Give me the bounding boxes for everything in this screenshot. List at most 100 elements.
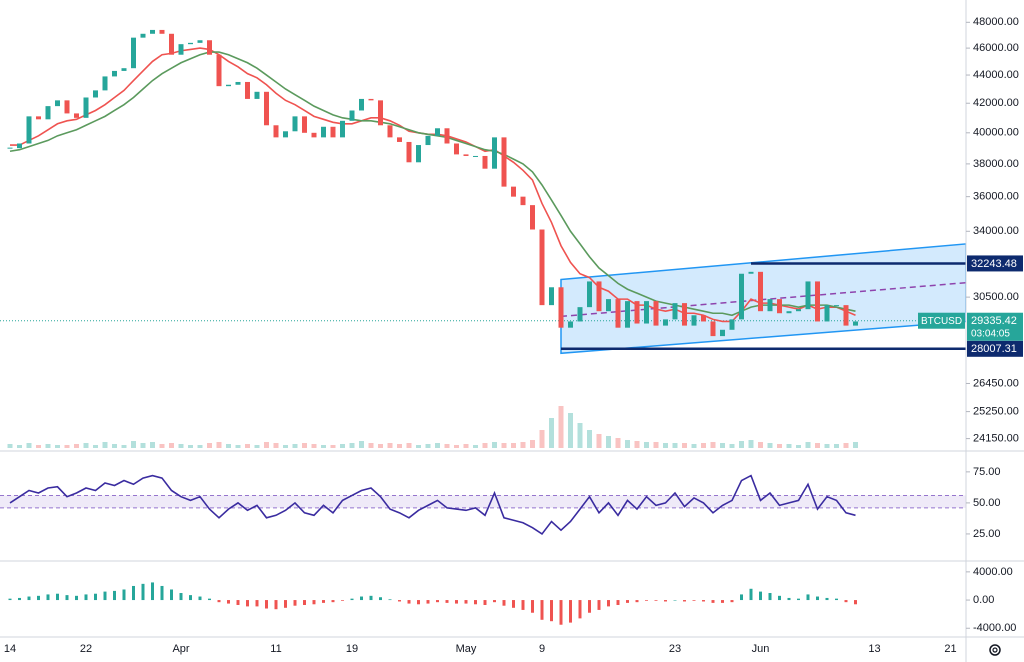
volume-bar — [340, 444, 345, 448]
candle — [387, 125, 393, 138]
candle — [454, 143, 459, 155]
candle — [64, 100, 70, 114]
candle — [273, 125, 279, 138]
histogram-bar — [170, 589, 173, 601]
histogram-bar — [445, 600, 449, 603]
volume-bar — [197, 445, 203, 448]
candle — [435, 128, 440, 136]
histogram-bar — [740, 594, 743, 601]
volume-bar — [644, 442, 649, 448]
volume-bar — [311, 444, 317, 448]
histogram-bar — [464, 600, 468, 604]
volume-bar — [843, 443, 849, 448]
x-tick-label: Apr — [172, 643, 189, 655]
volume-bar — [302, 443, 307, 448]
histogram-bar — [65, 595, 69, 601]
candle — [311, 132, 317, 138]
histogram-bar — [588, 600, 591, 613]
histogram-bar — [835, 598, 838, 601]
volume-bar — [501, 443, 507, 448]
volume-bar — [159, 444, 165, 448]
y-tick-label: -4000.00 — [973, 622, 1016, 634]
volume-bar — [634, 441, 640, 448]
histogram-bar — [246, 600, 249, 607]
histogram-bar — [265, 600, 268, 609]
settings-icon[interactable] — [989, 644, 1001, 656]
volume-bar — [691, 444, 697, 448]
volume-bar — [463, 444, 469, 448]
histogram-bar — [730, 600, 734, 603]
volume-bar — [406, 443, 412, 448]
candle — [558, 287, 564, 328]
candle — [245, 81, 250, 99]
candle — [292, 116, 298, 132]
candle — [340, 120, 345, 138]
candle — [302, 116, 307, 133]
candle — [824, 305, 830, 322]
candle — [663, 319, 668, 326]
histogram-bar — [151, 582, 154, 601]
candle — [596, 281, 602, 312]
candle — [102, 76, 108, 91]
moving-average — [9, 51, 856, 317]
last-price-box — [967, 312, 1023, 341]
histogram-bar — [407, 600, 411, 604]
histogram-bar — [483, 600, 487, 605]
volume-bar — [710, 442, 716, 448]
histogram-bar — [8, 598, 12, 601]
candle — [482, 155, 488, 169]
histogram-bar — [749, 588, 753, 601]
volume-bar — [492, 442, 497, 448]
candle — [444, 128, 450, 144]
volume-bar — [273, 443, 279, 448]
volume-bar — [777, 444, 782, 448]
volume-bar — [64, 445, 70, 448]
candle — [748, 271, 754, 274]
histogram-bar — [493, 600, 496, 603]
volume-bar — [140, 443, 146, 448]
volume-bar — [682, 443, 687, 448]
candle — [17, 143, 22, 149]
gear[interactable] — [989, 644, 1001, 656]
volume-bar — [387, 443, 393, 448]
candle — [330, 126, 336, 138]
volume-bar — [131, 441, 136, 448]
countdown-label: 03:04:05 — [971, 328, 1010, 339]
histogram-bar — [388, 599, 392, 601]
histogram-bar — [417, 600, 420, 605]
volume-bar — [805, 442, 811, 448]
volume-bar — [397, 444, 402, 448]
volume-bar — [729, 444, 735, 448]
histogram-bar — [654, 600, 658, 601]
histogram-bar — [56, 593, 59, 601]
volume-bar — [169, 443, 174, 448]
histogram-bar — [616, 600, 620, 605]
symbol-box — [918, 312, 965, 329]
candle — [463, 154, 469, 156]
histogram-bar — [806, 594, 810, 601]
y-tick-label: 48000.00 — [973, 16, 1019, 28]
histogram-bar — [645, 600, 648, 601]
candle — [140, 33, 146, 38]
candle — [55, 100, 60, 107]
volume-bar — [672, 443, 678, 448]
candle — [159, 29, 165, 34]
volume-bar — [330, 445, 336, 448]
histogram-bar — [436, 600, 439, 603]
candle — [36, 116, 41, 120]
gear-hub[interactable] — [992, 647, 998, 653]
volume-bar — [188, 445, 193, 448]
volume-bar — [74, 444, 79, 448]
plot-area — [0, 29, 967, 625]
histogram-bar — [626, 600, 629, 603]
candle — [777, 299, 782, 314]
candle — [368, 98, 374, 101]
histogram-bar — [132, 585, 135, 601]
volume-bar — [378, 444, 383, 448]
histogram-bar — [360, 596, 363, 601]
candle — [710, 321, 716, 337]
level-label-box — [967, 340, 1023, 357]
histogram-bar — [778, 595, 781, 601]
histogram-bar — [331, 600, 335, 603]
candle — [805, 281, 811, 310]
